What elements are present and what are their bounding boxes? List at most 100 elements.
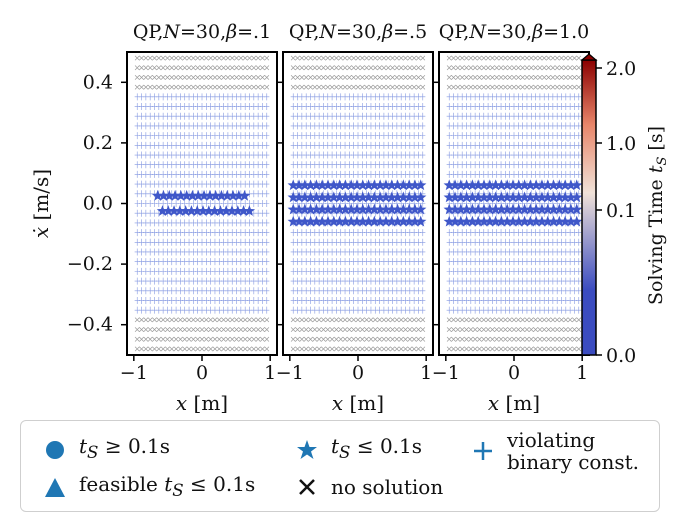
no-solution-marker <box>186 317 192 323</box>
no-solution-marker <box>520 346 526 352</box>
no-solution-marker <box>372 65 378 71</box>
subplot-3: −1 0 1 x [m] QP,N=30,β=1.0 <box>432 21 590 415</box>
no-solution-marker <box>251 346 257 352</box>
star-marker <box>449 203 461 215</box>
no-solution-marker <box>359 55 365 61</box>
no-solution-marker <box>507 55 513 61</box>
no-solution-marker <box>195 346 201 352</box>
no-solution-marker <box>247 346 252 352</box>
no-solution-marker <box>295 336 300 342</box>
star-marker <box>513 191 525 203</box>
no-solution-marker <box>212 84 218 90</box>
star-marker <box>368 191 381 203</box>
no-solution-marker <box>554 84 560 90</box>
no-solution-marker <box>229 75 235 80</box>
no-solution-marker <box>537 55 543 61</box>
no-solution-marker <box>546 84 551 90</box>
no-solution-marker <box>468 327 474 332</box>
no-solution-markers <box>134 55 270 352</box>
violating-marker <box>264 209 270 217</box>
no-solution-marker <box>173 336 179 342</box>
no-solution-marker <box>524 65 530 71</box>
no-solution-marker <box>464 84 469 90</box>
star-marker <box>238 189 251 201</box>
colorbar-tick-label: 2.0 <box>606 58 636 80</box>
no-solution-marker <box>502 317 508 323</box>
violating-marker <box>420 122 426 130</box>
no-solution-marker <box>472 84 478 90</box>
x-axis-label-unit: [m] <box>499 391 540 415</box>
no-solution-marker <box>359 327 365 332</box>
no-solution-marker <box>576 317 582 323</box>
no-solution-marker <box>359 336 365 342</box>
no-solution-marker <box>446 336 452 342</box>
no-solution-marker <box>333 84 339 90</box>
subplot-1: −1 0 1 x [m] QP,N=30,β=.1 <box>120 21 278 415</box>
no-solution-marker <box>195 327 201 332</box>
no-solution-marker <box>507 327 513 332</box>
no-solution-marker <box>507 336 513 342</box>
no-solution-marker <box>195 317 201 323</box>
no-solution-marker <box>364 55 370 61</box>
no-solution-marker <box>242 84 248 90</box>
no-solution-marker <box>316 327 322 332</box>
no-solution-marker <box>234 317 239 323</box>
no-solution-marker <box>459 75 465 80</box>
star-marker <box>466 203 479 215</box>
no-solution-marker <box>498 75 504 80</box>
no-solution-marker <box>225 346 231 352</box>
star-marker <box>443 191 455 203</box>
no-solution-marker <box>416 327 421 332</box>
no-solution-marker <box>264 75 270 80</box>
star-marker <box>174 205 186 216</box>
star-marker <box>530 203 542 215</box>
star-marker <box>466 215 479 227</box>
no-solution-marker <box>221 327 227 332</box>
no-solution-marker <box>381 75 387 80</box>
star-marker <box>227 189 239 201</box>
star-marker <box>162 205 174 216</box>
no-solution-marker <box>229 65 235 71</box>
no-solution-marker <box>316 84 322 90</box>
star-marker <box>443 179 455 191</box>
no-solution-marker <box>359 346 365 352</box>
star-marker <box>501 191 513 203</box>
no-solution-marker <box>559 317 564 323</box>
x-axis-label-var: x <box>332 391 343 415</box>
no-solution-marker <box>381 346 387 352</box>
star-marker <box>299 203 311 215</box>
violating-marker <box>576 103 582 111</box>
star-marker <box>293 179 305 191</box>
no-solution-marker <box>546 55 551 61</box>
no-solution-marker <box>260 327 265 332</box>
no-solution-marker <box>308 65 313 71</box>
x-tick-label: −1 <box>276 362 304 384</box>
star-marker <box>362 179 375 191</box>
star-marker <box>518 179 531 191</box>
no-solution-marker <box>385 84 391 90</box>
star-marker <box>542 179 554 191</box>
no-solution-marker <box>238 327 244 332</box>
no-solution-marker <box>481 327 487 332</box>
x-tick-label: 0 <box>508 362 520 384</box>
no-solution-marker <box>165 336 170 342</box>
no-solution-marker <box>156 336 162 342</box>
x-axis-label: x [m] <box>488 391 540 415</box>
no-solution-marker <box>182 317 188 323</box>
no-solution-marker <box>342 75 348 80</box>
no-solution-marker <box>290 65 296 71</box>
no-solution-marker <box>143 55 149 61</box>
star-marker <box>304 179 317 191</box>
no-solution-marker <box>355 65 361 71</box>
no-solution-marker <box>212 336 218 342</box>
no-solution-marker <box>498 65 504 71</box>
no-solution-marker <box>411 65 417 71</box>
no-solution-marker <box>411 327 417 332</box>
no-solution-marker <box>372 55 378 61</box>
violating-marker <box>576 267 582 275</box>
no-solution-marker <box>494 346 500 352</box>
no-solution-marker <box>459 346 465 352</box>
no-solution-marker <box>541 75 547 80</box>
no-solution-marker <box>308 84 313 90</box>
no-solution-marker <box>572 317 577 323</box>
